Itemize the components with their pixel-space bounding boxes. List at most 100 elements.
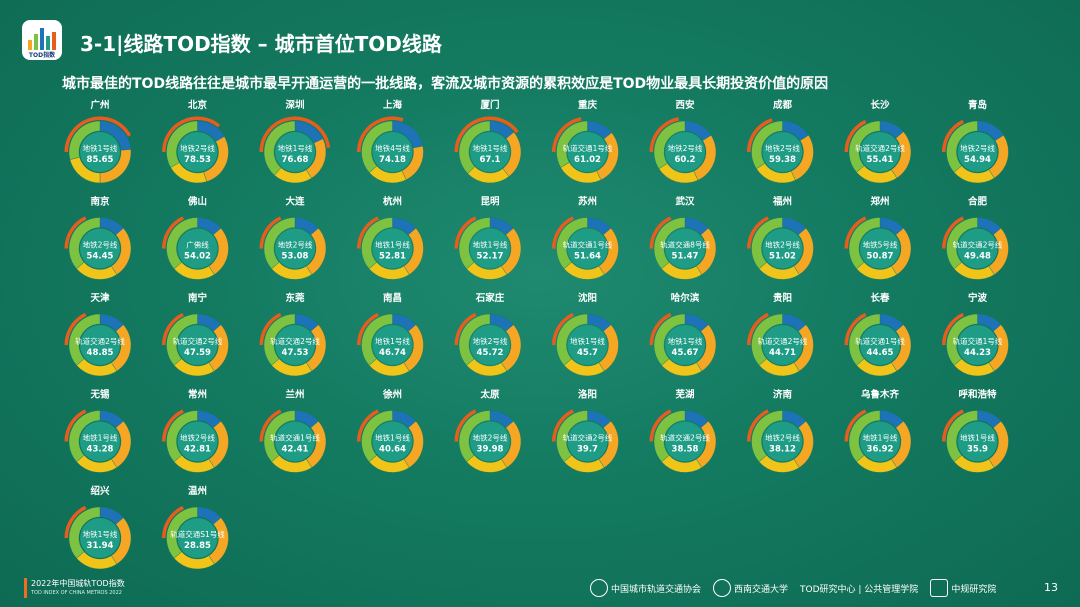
organization-logos: 中国城市轨道交通协会 西南交通大学 TOD研究中心 | 公共管理学院 中规研究院	[590, 579, 996, 597]
org-swjtu-label: 西南交通大学	[734, 584, 789, 595]
ring-segment	[653, 217, 686, 270]
outer-arc	[747, 118, 773, 152]
outer-arc	[64, 216, 87, 249]
inner-disk	[957, 132, 998, 172]
org-cam: 中国城市轨道交通协会	[590, 579, 701, 597]
city-label: 重庆	[578, 99, 598, 111]
inner-disk	[665, 132, 705, 172]
outer-arc	[64, 505, 87, 538]
score-label: 42.41	[282, 445, 309, 455]
org-cam-label: 中国城市轨道交通协会	[611, 584, 702, 595]
line-name: 地铁1号线	[570, 336, 605, 346]
inner-disk	[762, 228, 803, 269]
ring-segment	[848, 313, 881, 366]
outer-arc	[162, 505, 184, 538]
score-label: 45.7	[577, 348, 598, 358]
outer-arc	[259, 216, 282, 249]
city-label: 芜湖	[675, 389, 695, 401]
ring-segment	[166, 410, 198, 463]
ring-segment	[263, 217, 296, 270]
score-label: 44.71	[769, 348, 796, 358]
city-label: 郑州	[870, 196, 889, 208]
line-name: 地铁1号线	[278, 143, 313, 153]
ring-segment	[946, 120, 978, 173]
score-label: 49.48	[964, 252, 991, 262]
ring-segment	[751, 410, 783, 463]
org-swjtu: 西南交通大学	[713, 579, 788, 597]
line-name: 地铁2号线	[180, 433, 215, 443]
city-label: 乌鲁木齐	[861, 389, 900, 401]
city-label: 石家庄	[475, 292, 505, 304]
inner-disk	[567, 132, 608, 172]
outer-arc	[259, 312, 282, 345]
inner-disk	[860, 421, 900, 462]
city-label: 宁波	[968, 292, 988, 304]
score-label: 54.02	[184, 252, 211, 262]
inner-disk	[665, 325, 705, 365]
city-label: 合肥	[968, 196, 988, 208]
city-label: 温州	[188, 485, 207, 497]
score-label: 78.53	[184, 155, 211, 165]
score-label: 45.72	[477, 348, 504, 358]
outer-arc	[162, 116, 221, 152]
outer-arc	[259, 409, 282, 442]
inner-disk	[665, 228, 705, 269]
city-label: 徐州	[382, 389, 402, 401]
city-label: 昆明	[480, 197, 500, 208]
line-name: 轨道交通2号线	[173, 336, 223, 346]
ring-segment	[68, 313, 101, 366]
city-label: 南昌	[383, 292, 402, 304]
cam-logo-icon	[590, 579, 608, 597]
city-label: 西安	[675, 99, 695, 111]
outer-arc	[162, 312, 184, 345]
inner-disk	[275, 421, 315, 462]
score-label: 54.45	[87, 252, 114, 262]
outer-arc	[552, 117, 582, 152]
line-name: 轨道交通2号线	[270, 336, 320, 346]
ring-segment	[653, 410, 686, 463]
outer-arc	[552, 216, 574, 249]
line-name: 轨道交通2号线	[660, 433, 710, 443]
outer-arc	[357, 216, 379, 249]
outer-arc	[844, 216, 867, 249]
line-name: 轨道交通2号线	[758, 336, 808, 346]
inner-disk	[567, 228, 608, 269]
line-name: 地铁2号线	[765, 143, 800, 153]
city-label: 武汉	[675, 196, 695, 208]
line-name: 地铁2号线	[960, 143, 995, 153]
score-label: 44.23	[964, 348, 991, 358]
outer-arc	[844, 409, 867, 442]
line-name: 地铁1号线	[375, 336, 410, 346]
logo: TOD指数	[22, 20, 62, 60]
score-label: 74.18	[379, 155, 406, 165]
ring-segment	[848, 410, 881, 463]
page-title: 3-1|线路TOD指数 – 城市首位TOD线路	[80, 32, 442, 56]
score-label: 51.02	[769, 252, 796, 262]
ring-segment	[166, 313, 198, 366]
city-label: 常州	[188, 389, 207, 401]
ring-segment	[751, 217, 783, 270]
inner-disk	[957, 228, 998, 269]
score-label: 59.38	[769, 155, 796, 165]
outer-arc	[942, 409, 964, 442]
ring-segment	[751, 313, 783, 366]
city-label: 福州	[772, 196, 792, 208]
